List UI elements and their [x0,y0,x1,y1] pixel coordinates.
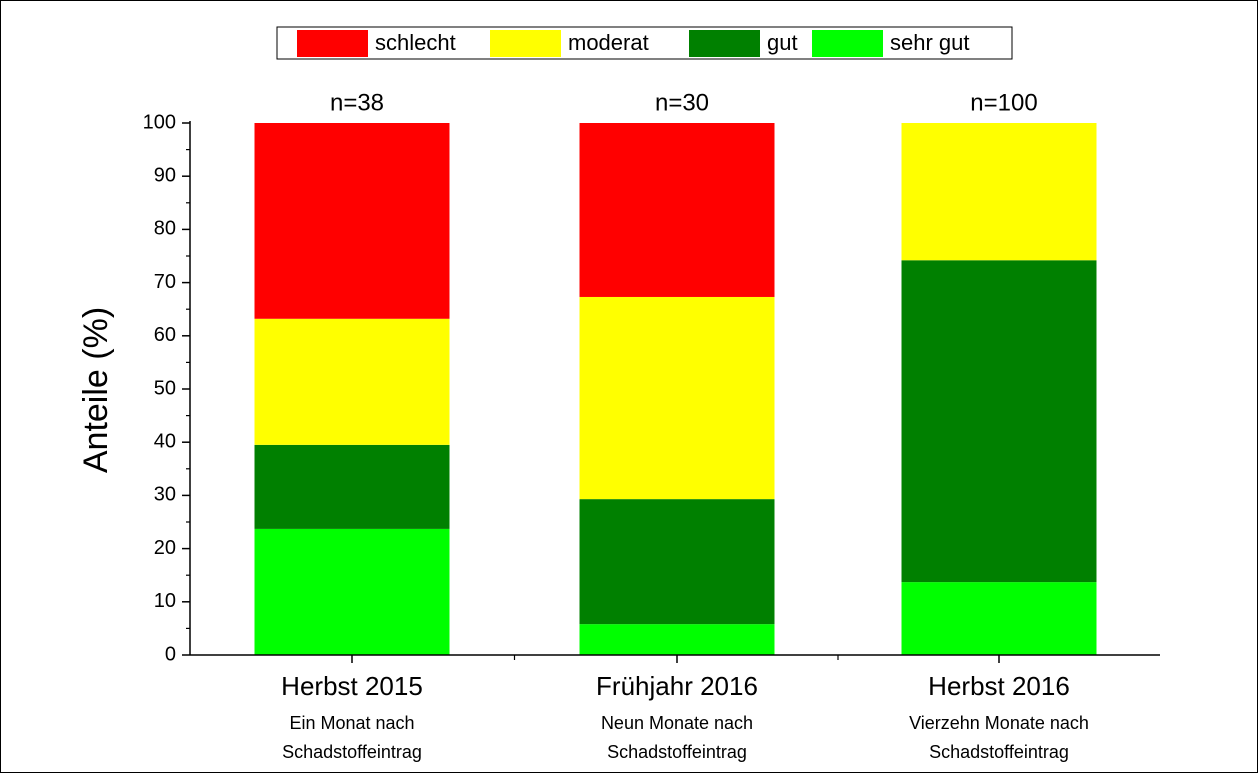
annotation: n=38 [330,89,384,116]
y-axis-label: Anteile (%) [77,307,115,473]
bar-segment [254,318,450,445]
y-tick-label: 80 [154,218,176,240]
y-tick-label: 50 [154,377,176,399]
bar-segment [901,582,1097,655]
x-sublabel: Neun Monate nach [601,713,753,733]
y-tick-label: 70 [154,271,176,293]
bar-segment [579,123,775,297]
annotation: n=100 [970,89,1037,116]
x-tick-label: Herbst 2016 [928,671,1070,701]
y-tick-label: 100 [143,111,176,133]
x-sublabel: Schadstoffeintrag [282,742,422,762]
legend-swatch [490,30,561,57]
legend-swatch [297,30,368,57]
x-tick-label: Herbst 2015 [281,671,423,701]
y-tick-label: 40 [154,430,176,452]
legend-swatch [812,30,883,57]
bar-segment [579,296,775,500]
bar-segment [254,444,450,529]
legend-label: moderat [568,30,649,55]
y-tick-label: 30 [154,484,176,506]
bar-segment [254,528,450,655]
bar-segment [901,123,1097,261]
y-tick-label: 20 [154,537,176,559]
y-tick-label: 10 [154,590,176,612]
x-sublabel: Schadstoffeintrag [607,742,747,762]
x-sublabel: Vierzehn Monate nach [909,713,1089,733]
y-tick-label: 60 [154,324,176,346]
bar-segment [254,123,450,319]
y-tick-label: 0 [165,643,176,665]
bar-segment [579,499,775,625]
y-tick-label: 90 [154,164,176,186]
annotation: n=30 [655,89,709,116]
x-sublabel: Schadstoffeintrag [929,742,1069,762]
x-sublabel: Ein Monat nach [289,713,414,733]
x-tick-label: Frühjahr 2016 [596,671,758,701]
legend-box [276,26,1013,60]
legend-label: schlecht [375,30,456,55]
bar-segment [579,624,775,655]
bar-segment [901,260,1097,583]
legend-label: sehr gut [890,30,970,55]
legend-swatch [689,30,760,57]
legend-label: gut [767,30,798,55]
